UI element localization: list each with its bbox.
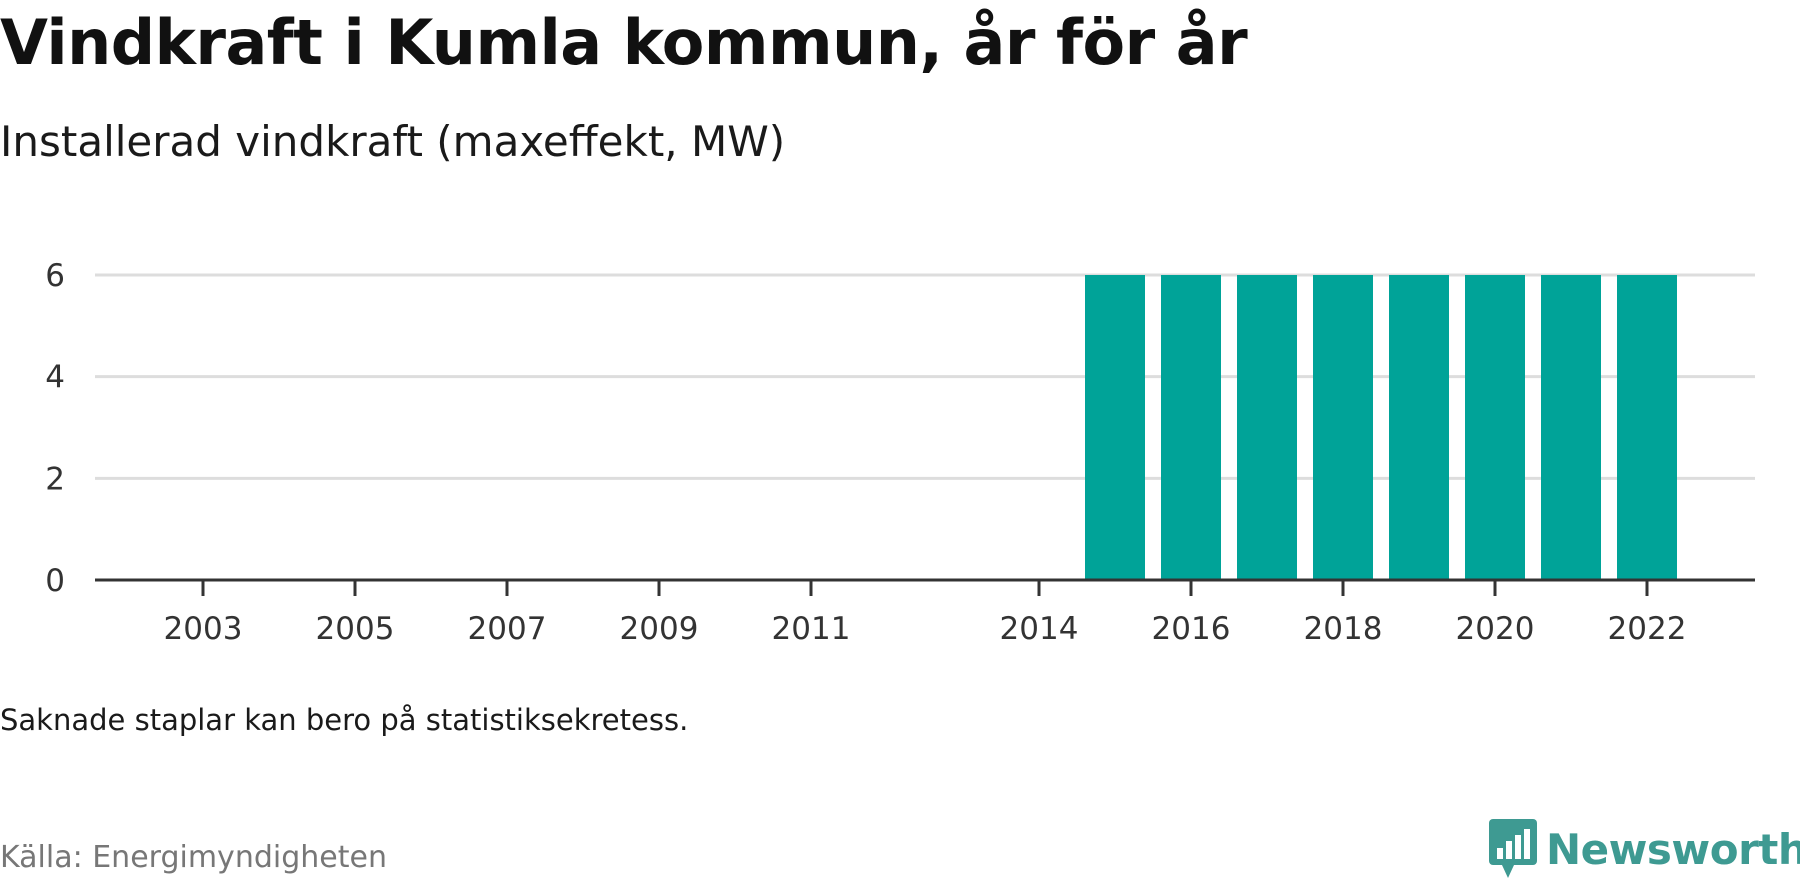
x-tick-label: 2007 — [468, 611, 547, 647]
brand-name: Newsworthy — [1546, 824, 1800, 874]
chart-title: Vindkraft i Kumla kommun, år för år — [0, 6, 1248, 79]
y-tick-label: 4 — [45, 360, 65, 396]
bar — [1389, 275, 1449, 580]
chart-subtitle: Installerad vindkraft (maxeffekt, MW) — [0, 117, 786, 166]
x-tick-label: 2011 — [772, 611, 851, 647]
bar — [1617, 275, 1677, 580]
x-tick-label: 2009 — [620, 611, 699, 647]
x-tick-label: 2016 — [1152, 611, 1231, 647]
x-tick-label: 2022 — [1608, 611, 1687, 647]
bars — [1085, 275, 1677, 580]
y-tick-label: 0 — [45, 563, 65, 599]
newsworthy-logo-icon — [1489, 819, 1537, 878]
bar — [1085, 275, 1145, 580]
x-tick-label: 2020 — [1456, 611, 1535, 647]
bar — [1541, 275, 1601, 580]
bar-chart: 0 2 4 6 2003 2005 2007 2009 2011 2014 2016 2018 2020… — [45, 258, 1755, 647]
tick-labels: 0 2 4 6 2003 2005 2007 2009 2011 2014 2016 2018 2020… — [45, 258, 1686, 647]
source-text: Källa: Energimyndigheten — [0, 840, 387, 875]
y-tick-label: 2 — [45, 461, 65, 497]
y-tick-label: 6 — [45, 258, 65, 294]
bar — [1237, 275, 1297, 580]
x-tick-label: 2014 — [1000, 611, 1079, 647]
x-tick-label: 2018 — [1304, 611, 1383, 647]
x-tick-label: 2003 — [164, 611, 243, 647]
bar — [1161, 275, 1221, 580]
bar — [1313, 275, 1373, 580]
bar — [1465, 275, 1525, 580]
footnote: Saknade staplar kan bero på statistiksek… — [0, 703, 689, 737]
brand-logo: Newsworthy — [1488, 818, 1800, 880]
x-tick-label: 2005 — [316, 611, 395, 647]
axes — [95, 578, 1755, 596]
